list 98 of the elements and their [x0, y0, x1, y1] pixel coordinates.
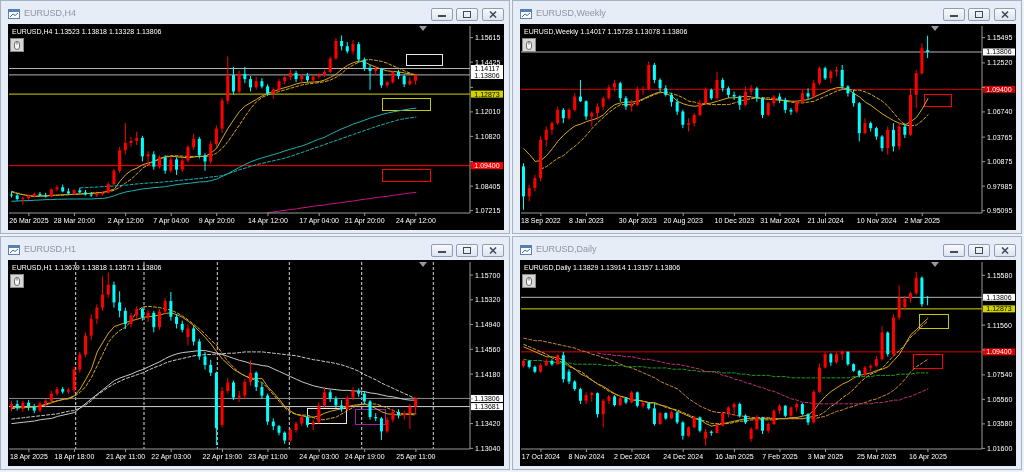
candlestick — [891, 122, 895, 152]
candlestick — [10, 190, 13, 199]
candlestick — [601, 398, 605, 428]
candlestick — [192, 325, 196, 346]
candlestick — [231, 380, 235, 401]
candlestick — [817, 66, 821, 86]
candlestick — [254, 370, 258, 392]
candlestick — [789, 107, 793, 116]
chart-title: EURUSD,Daily — [536, 244, 597, 255]
candlestick — [112, 281, 116, 309]
candlestick — [914, 271, 918, 296]
candlestick — [163, 154, 167, 175]
candlestick — [197, 338, 201, 361]
candlestick — [385, 80, 389, 88]
line-series — [523, 358, 929, 379]
candlestick — [914, 69, 918, 109]
candlestick — [197, 136, 201, 159]
candlestick — [157, 308, 161, 331]
candlestick — [203, 152, 207, 172]
candlestick — [806, 87, 810, 101]
candlestick — [379, 416, 383, 441]
candlestick — [351, 39, 355, 55]
candlestick — [556, 106, 560, 126]
candlestick — [123, 122, 127, 155]
line-series — [597, 352, 929, 405]
candlestick — [772, 94, 776, 108]
candlestick — [681, 109, 685, 129]
chart-title: EURUSD,H1 — [24, 244, 77, 255]
candlestick — [203, 351, 207, 371]
candlestick — [152, 150, 156, 171]
candlestick — [550, 358, 554, 367]
candlestick — [140, 135, 144, 163]
chart-title: EURUSD,Weekly — [536, 8, 606, 19]
candlestick — [231, 66, 235, 96]
candlestick — [550, 120, 554, 136]
candlestick — [584, 391, 588, 405]
candlestick — [323, 386, 327, 409]
candlestick — [846, 84, 850, 98]
candlestick — [687, 117, 691, 132]
candlestick — [123, 307, 127, 330]
candlestick — [641, 85, 645, 96]
candlestick — [658, 77, 662, 93]
candlestick — [761, 96, 765, 119]
candlestick — [595, 391, 599, 418]
candlestick — [368, 64, 372, 91]
candlestick — [317, 401, 321, 425]
candlestick — [886, 330, 890, 358]
candlestick — [544, 126, 548, 147]
candlestick — [106, 271, 110, 299]
candlestick — [897, 122, 901, 151]
candlestick — [129, 136, 133, 148]
candlestick — [618, 81, 622, 103]
candlestick — [72, 188, 76, 196]
candlestick — [311, 419, 315, 431]
candlestick — [652, 401, 656, 427]
candlestick — [294, 70, 298, 83]
candlestick — [368, 399, 372, 421]
candlestick — [21, 196, 25, 206]
candlestick — [573, 92, 577, 113]
candlestick — [294, 421, 298, 434]
candlestick — [357, 41, 361, 64]
candlestick — [732, 91, 736, 101]
candlestick — [55, 386, 59, 397]
candlestick — [652, 62, 656, 84]
candlestick — [584, 99, 588, 121]
candlestick — [118, 290, 122, 318]
candlestick — [743, 86, 747, 107]
candlestick — [72, 365, 76, 394]
candlestick — [635, 86, 639, 107]
candlestick — [95, 303, 99, 325]
candlestick — [21, 400, 25, 413]
candlestick — [101, 275, 105, 312]
candlestick — [249, 359, 253, 387]
chart-title: EURUSD,H4 — [24, 8, 77, 19]
candlestick — [334, 395, 338, 409]
candlestick — [214, 124, 218, 148]
candlestick — [897, 284, 901, 321]
candlestick — [89, 313, 93, 341]
line-series — [11, 107, 417, 202]
candlestick — [379, 67, 383, 89]
candlestick — [152, 310, 156, 333]
candlestick — [840, 64, 844, 91]
candlestick — [260, 77, 264, 89]
candlestick — [78, 351, 82, 374]
candlestick — [732, 401, 736, 417]
candlestick — [186, 324, 190, 346]
candlestick — [169, 291, 173, 322]
candlestick — [886, 126, 890, 156]
candlestick — [926, 35, 930, 59]
candlestick — [243, 378, 247, 400]
candlestick — [408, 403, 412, 430]
candlestick — [351, 386, 355, 401]
candlestick — [237, 70, 241, 95]
candlestick — [83, 331, 87, 358]
candlestick — [334, 37, 338, 61]
candlestick — [55, 184, 59, 192]
candlestick — [715, 71, 719, 101]
candlestick — [681, 420, 685, 441]
